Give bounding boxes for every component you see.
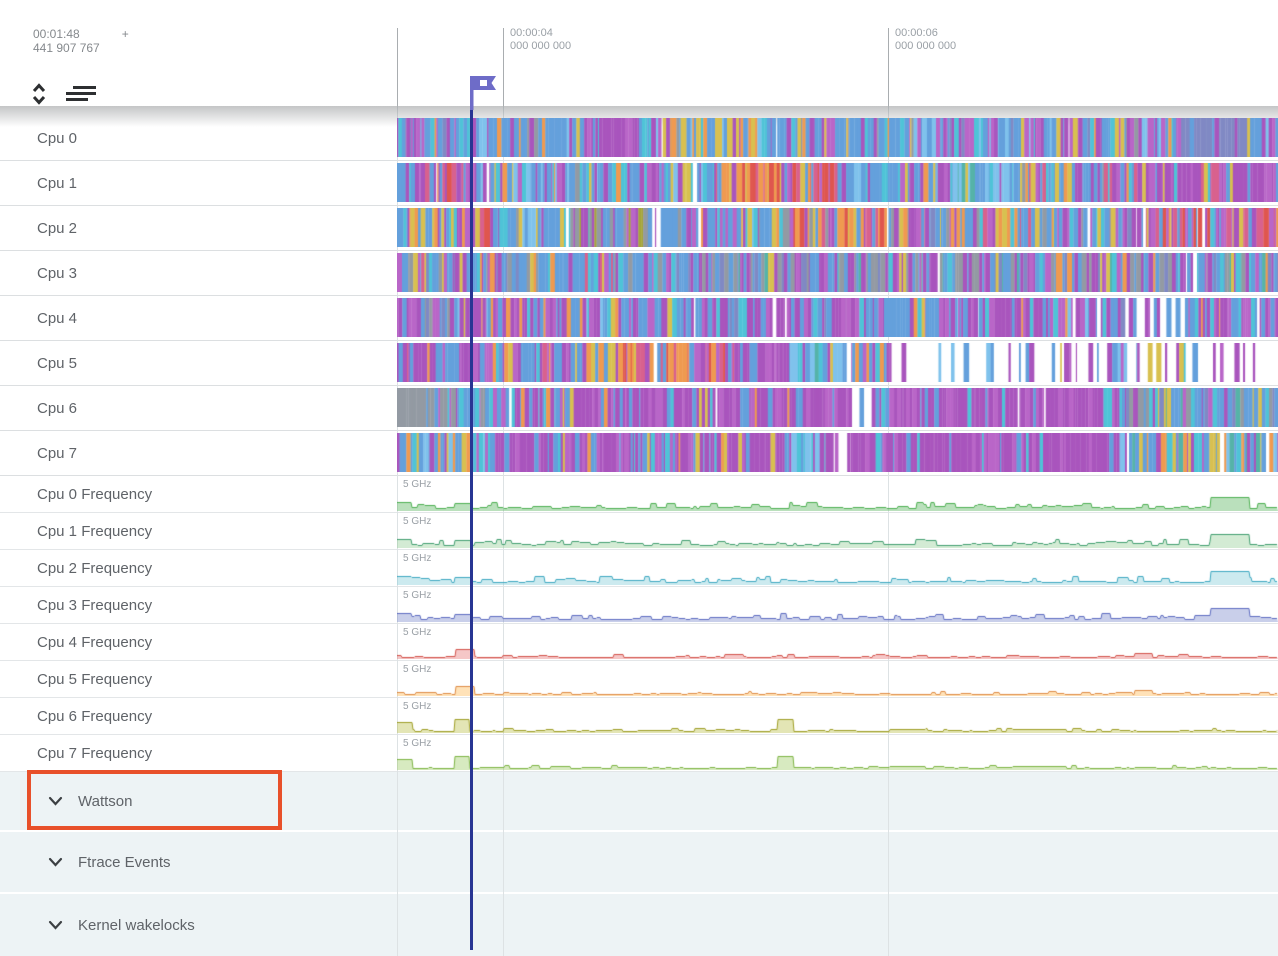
cpu-frequency-counter-canvas[interactable] — [397, 754, 1278, 770]
flag-marker-icon[interactable] — [466, 74, 500, 110]
track-label: Cpu 6 Frequency — [37, 707, 153, 725]
track-max-value-label: 5 GHz — [403, 738, 432, 749]
cpu-sched-slices-canvas[interactable] — [397, 298, 1278, 337]
chevron-down-icon[interactable] — [48, 796, 63, 806]
cpu-frequency-track-row[interactable]: Cpu 0 Frequency 5 GHz — [0, 476, 1278, 513]
cursor-time-plus: + — [121, 27, 129, 41]
cpu-frequency-counter-canvas[interactable] — [397, 569, 1278, 585]
sort-icon — [66, 84, 98, 107]
track-max-value-label: 5 GHz — [403, 664, 432, 675]
ruler-tick — [503, 28, 504, 106]
ruler-tick — [397, 28, 398, 106]
cpu-sched-slices-canvas[interactable] — [397, 433, 1278, 472]
cpu-sched-slices-canvas[interactable] — [397, 253, 1278, 292]
cpu-frequency-track-row[interactable]: Cpu 1 Frequency 5 GHz — [0, 513, 1278, 550]
track-max-value-label: 5 GHz — [403, 701, 432, 712]
cpu-sched-slices-canvas[interactable] — [397, 163, 1278, 202]
cpu-frequency-track-row[interactable]: Cpu 3 Frequency 5 GHz — [0, 587, 1278, 624]
cpu-sched-slices-canvas[interactable] — [397, 388, 1278, 427]
cursor-time-secondary: 441 907 767 — [33, 41, 100, 55]
group-label: Ftrace Events — [78, 853, 171, 871]
timeline-gridline — [503, 106, 504, 956]
cpu-frequency-counter-canvas[interactable] — [397, 643, 1278, 659]
track-max-value-label: 5 GHz — [403, 627, 432, 638]
cpu-frequency-track-row[interactable]: Cpu 2 Frequency 5 GHz — [0, 550, 1278, 587]
track-label: Cpu 4 — [37, 309, 78, 327]
sort-tracks-button[interactable] — [64, 82, 100, 109]
timeline-gridline — [397, 106, 398, 956]
track-label: Cpu 7 Frequency — [37, 744, 153, 762]
track-max-value-label: 5 GHz — [403, 590, 432, 601]
cpu-sched-slices-canvas[interactable] — [397, 208, 1278, 247]
cpu-sched-track-row[interactable]: Cpu 5 — [0, 341, 1278, 386]
track-label: Cpu 7 — [37, 444, 78, 462]
cpu-frequency-track-row[interactable]: Cpu 7 Frequency 5 GHz — [0, 735, 1278, 772]
track-max-value-label: 5 GHz — [403, 479, 432, 490]
track-label: Cpu 0 — [37, 129, 78, 147]
cpu-frequency-counter-canvas[interactable] — [397, 717, 1278, 733]
track-label: Cpu 6 — [37, 399, 78, 417]
cpu-sched-track-row[interactable]: Cpu 0 — [0, 116, 1278, 161]
cpu-frequency-counter-canvas[interactable] — [397, 680, 1278, 696]
ruler-time-label: 00:00:04 000 000 000 — [510, 27, 572, 52]
timeline-header: 00:01:48 + 441 907 767 — [0, 0, 1278, 106]
track-label: Cpu 2 — [37, 219, 78, 237]
cpu-frequency-track-row[interactable]: Cpu 4 Frequency 5 GHz — [0, 624, 1278, 661]
ruler-tick — [888, 28, 889, 106]
flag-marker-line[interactable] — [470, 106, 473, 950]
cpu-frequency-track-row[interactable]: Cpu 6 Frequency 5 GHz — [0, 698, 1278, 735]
track-max-value-label: 5 GHz — [403, 553, 432, 564]
chevron-down-icon[interactable] — [48, 857, 63, 867]
cpu-sched-track-row[interactable]: Cpu 6 — [0, 386, 1278, 431]
track-max-value-label: 5 GHz — [403, 516, 432, 527]
track-label: Cpu 3 Frequency — [37, 596, 153, 614]
track-label: Cpu 2 Frequency — [37, 559, 153, 577]
track-label: Cpu 1 Frequency — [37, 522, 153, 540]
cpu-sched-track-row[interactable]: Cpu 7 — [0, 431, 1278, 476]
group-label: Kernel wakelocks — [78, 916, 195, 934]
group-label: Wattson — [78, 792, 133, 810]
cpu-frequency-track-row[interactable]: Cpu 5 Frequency 5 GHz — [0, 661, 1278, 698]
cpu-sched-track-row[interactable]: Cpu 3 — [0, 251, 1278, 296]
cpu-frequency-counter-canvas[interactable] — [397, 495, 1278, 511]
track-group-row-kernel-wakelocks[interactable]: Kernel wakelocks — [0, 894, 1278, 956]
track-toolbar — [28, 80, 100, 111]
track-group-row-ftrace-events[interactable]: Ftrace Events — [0, 832, 1278, 892]
chevron-down-icon[interactable] — [48, 920, 63, 930]
track-group-row-wattson[interactable]: Wattson — [0, 772, 1278, 830]
cpu-sched-track-row[interactable]: Cpu 4 — [0, 296, 1278, 341]
cursor-time-primary: 00:01:48 — [33, 27, 80, 41]
cpu-sched-slices-canvas[interactable] — [397, 118, 1278, 157]
track-label: Cpu 0 Frequency — [37, 485, 153, 503]
cpu-frequency-counter-canvas[interactable] — [397, 532, 1278, 548]
cpu-frequency-counter-canvas[interactable] — [397, 606, 1278, 622]
cpu-sched-slices-canvas[interactable] — [397, 343, 1278, 382]
track-label: Cpu 4 Frequency — [37, 633, 153, 651]
ruler-time-label: 00:00:06 000 000 000 — [895, 27, 957, 52]
cursor-timestamp: 00:01:48 + 441 907 767 — [33, 27, 129, 55]
cpu-sched-track-row[interactable]: Cpu 2 — [0, 206, 1278, 251]
track-label: Cpu 1 — [37, 174, 78, 192]
timeline-gridline — [888, 106, 889, 956]
cpu-sched-track-row[interactable]: Cpu 1 — [0, 161, 1278, 206]
collapse-expand-tracks-button[interactable] — [28, 80, 50, 111]
unfold-more-icon — [30, 82, 48, 109]
track-label: Cpu 5 Frequency — [37, 670, 153, 688]
track-label: Cpu 3 — [37, 264, 78, 282]
track-label: Cpu 5 — [37, 354, 78, 372]
